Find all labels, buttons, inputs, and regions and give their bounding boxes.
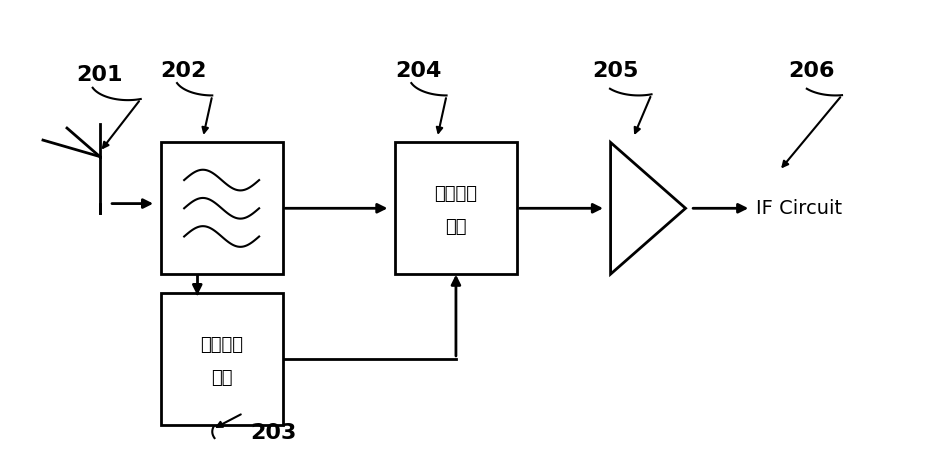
Text: 模块: 模块 <box>211 368 232 386</box>
Text: 202: 202 <box>161 61 207 80</box>
Text: IF Circuit: IF Circuit <box>756 199 842 218</box>
Text: 功率检测: 功率检测 <box>200 336 243 354</box>
Text: 201: 201 <box>76 65 123 85</box>
Text: 模块: 模块 <box>446 218 466 236</box>
Text: 204: 204 <box>395 61 442 80</box>
Text: 206: 206 <box>789 61 835 80</box>
Text: 205: 205 <box>592 61 638 80</box>
FancyBboxPatch shape <box>395 142 517 274</box>
FancyBboxPatch shape <box>161 293 283 425</box>
Text: 功率控制: 功率控制 <box>434 185 478 203</box>
Text: 203: 203 <box>250 423 296 443</box>
FancyBboxPatch shape <box>161 142 283 274</box>
